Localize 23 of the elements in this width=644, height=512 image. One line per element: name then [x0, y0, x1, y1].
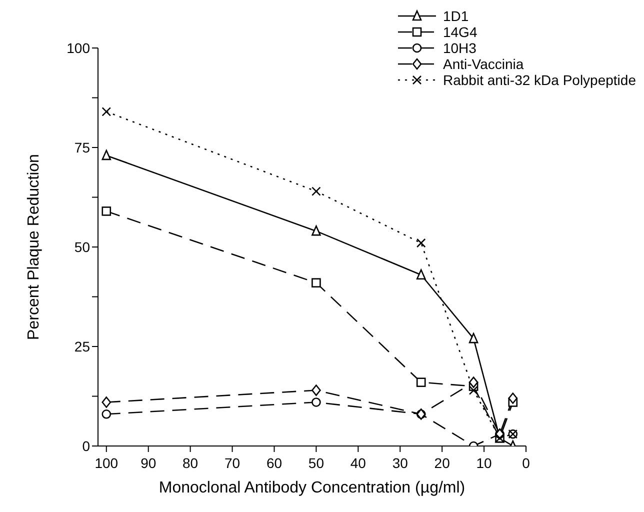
- y-axis-title: Percent Plaque Reduction: [26, 154, 43, 340]
- x-tick-label: 80: [182, 454, 198, 471]
- x-tick-label: 50: [308, 454, 324, 471]
- x-tick-label: 100: [94, 454, 118, 471]
- x-tick-label: 60: [266, 454, 282, 471]
- y-tick-label: 0: [82, 438, 90, 454]
- y-tick-label: 75: [74, 139, 90, 156]
- y-tick-label: 100: [66, 40, 90, 56]
- legend-label: 14G4: [442, 24, 478, 40]
- legend-label: Rabbit anti-32 kDa Polypeptide: [442, 72, 636, 88]
- x-tick-label: 70: [224, 454, 240, 471]
- x-tick-label: 10: [476, 454, 492, 471]
- legend-label: 10H3: [442, 40, 476, 56]
- x-tick-label: 90: [140, 454, 156, 471]
- legend-label: Anti-Vaccinia: [442, 56, 524, 72]
- x-tick-label: 0: [522, 454, 530, 471]
- x-axis-title: Monoclonal Antibody Concentration (µg/ml): [158, 479, 466, 496]
- legend-label: 1D1: [442, 8, 469, 24]
- y-tick-label: 25: [74, 338, 90, 354]
- y-tick-label: 50: [74, 238, 90, 255]
- x-tick-label: 40: [350, 454, 366, 471]
- x-tick-label: 20: [434, 454, 450, 471]
- x-tick-label: 30: [392, 454, 408, 471]
